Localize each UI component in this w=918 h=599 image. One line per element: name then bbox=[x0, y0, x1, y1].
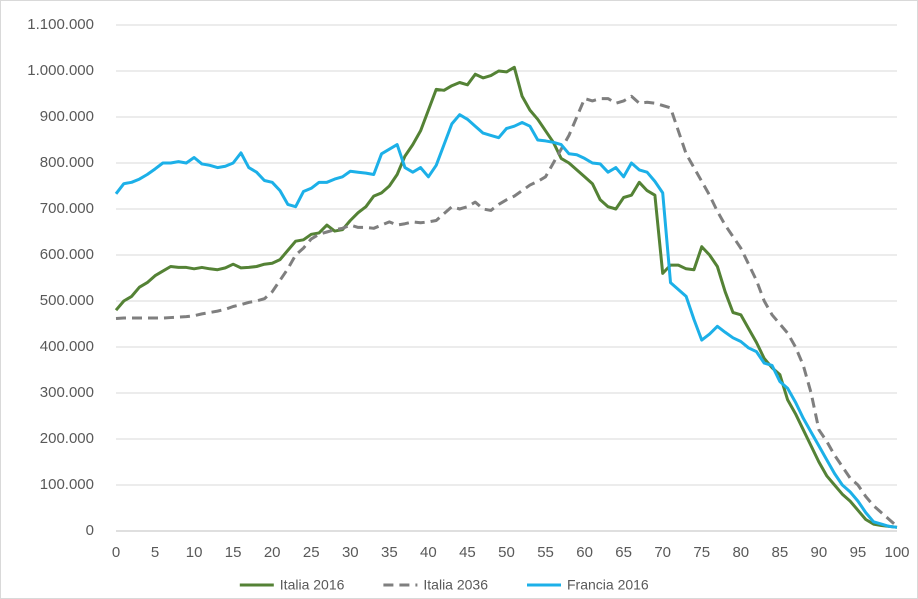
y-tick-label: 1.000.000 bbox=[27, 62, 94, 79]
x-tick-label: 60 bbox=[576, 544, 593, 561]
y-tick-label: 100.000 bbox=[40, 476, 94, 493]
x-tick-label: 20 bbox=[264, 544, 281, 561]
legend-label: Italia 2016 bbox=[280, 577, 345, 593]
legend-label: Francia 2016 bbox=[567, 577, 649, 593]
x-tick-label: 15 bbox=[225, 544, 242, 561]
y-tick-label: 500.000 bbox=[40, 292, 94, 309]
legend-label: Italia 2036 bbox=[423, 577, 488, 593]
x-tick-label: 5 bbox=[151, 544, 159, 561]
y-tick-label: 1.100.000 bbox=[27, 16, 94, 33]
x-tick-label: 90 bbox=[811, 544, 828, 561]
x-tick-label: 0 bbox=[112, 544, 120, 561]
y-tick-label: 900.000 bbox=[40, 108, 94, 125]
y-tick-label: 600.000 bbox=[40, 246, 94, 263]
y-tick-label: 700.000 bbox=[40, 200, 94, 217]
x-tick-label: 45 bbox=[459, 544, 476, 561]
y-tick-label: 0 bbox=[86, 522, 94, 539]
series-line bbox=[114, 113, 898, 529]
x-tick-label: 65 bbox=[615, 544, 632, 561]
x-tick-label: 70 bbox=[654, 544, 671, 561]
x-tick-label: 50 bbox=[498, 544, 515, 561]
y-tick-label: 400.000 bbox=[40, 338, 94, 355]
x-tick-label: 80 bbox=[732, 544, 749, 561]
x-tick-label: 30 bbox=[342, 544, 359, 561]
y-tick-label: 300.000 bbox=[40, 384, 94, 401]
x-tick-label: 55 bbox=[537, 544, 554, 561]
series-line bbox=[114, 65, 898, 529]
x-tick-label: 85 bbox=[772, 544, 789, 561]
x-tick-label: 95 bbox=[850, 544, 867, 561]
x-tick-label: 75 bbox=[693, 544, 710, 561]
x-tick-label: 40 bbox=[420, 544, 437, 561]
x-tick-label: 25 bbox=[303, 544, 320, 561]
y-tick-label: 800.000 bbox=[40, 154, 94, 171]
x-tick-label: 100 bbox=[884, 544, 909, 561]
series-line bbox=[115, 94, 898, 528]
x-tick-label: 10 bbox=[186, 544, 203, 561]
y-tick-label: 200.000 bbox=[40, 430, 94, 447]
x-tick-label: 35 bbox=[381, 544, 398, 561]
legend: Italia 2016 Italia 2036 Francia 2016 bbox=[239, 577, 649, 593]
